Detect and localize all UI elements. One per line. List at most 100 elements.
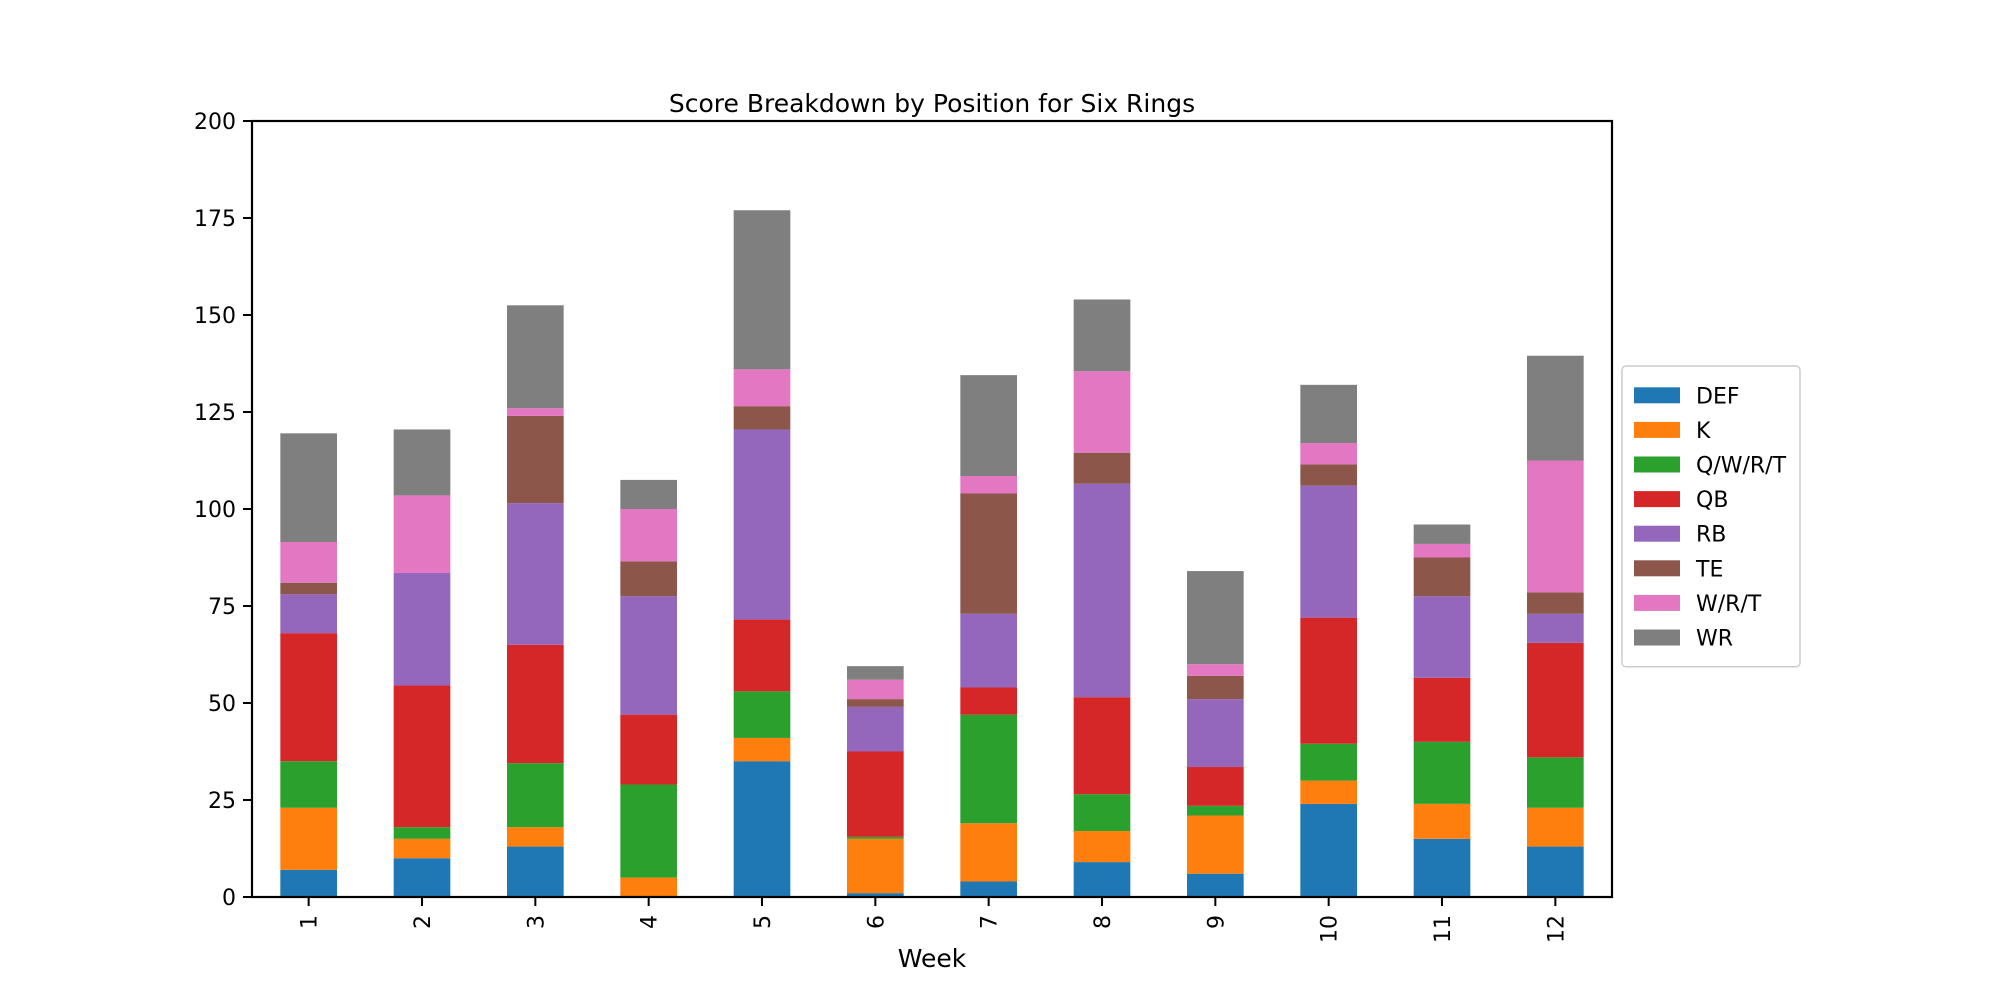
bar-week-7-rb (960, 613, 1017, 688)
bar-week-8-rb (1073, 483, 1131, 698)
bar-week-12-w-r-t (1527, 460, 1584, 593)
legend-label: W/R/T (1696, 592, 1762, 617)
bar-week-12-rb (1527, 613, 1584, 643)
legend-swatch (1634, 594, 1680, 611)
bar-week-11-te (1413, 557, 1471, 597)
bar-week-7-q-w-r-t (960, 714, 1017, 824)
x-tick-label: 6 (864, 915, 889, 929)
bar-week-2-w-r-t (393, 495, 451, 574)
bar-week-4-w-r-t (620, 509, 677, 562)
bar-week-10-qb (1300, 617, 1357, 744)
bar-week-10-def (1300, 803, 1357, 897)
x-tick-label: 4 (638, 915, 663, 929)
bar-week-5-q-w-r-t (733, 691, 791, 738)
bar-week-4-q-w-r-t (620, 784, 677, 878)
bar-week-7-te (960, 493, 1017, 614)
bar-week-3-rb (507, 503, 564, 645)
bar-week-6-q-w-r-t (847, 836, 904, 839)
bar-week-2-qb (393, 685, 451, 828)
bar-week-9-wr (1187, 571, 1244, 665)
legend-label: WR (1696, 627, 1733, 652)
bar-week-6-rb (847, 706, 904, 752)
bar-week-4-wr (620, 479, 677, 509)
y-tick-label: 25 (208, 789, 236, 814)
legend-frame (1621, 365, 1801, 668)
x-tick-label: 11 (1431, 915, 1456, 943)
bar-week-11-wr (1413, 524, 1471, 544)
bar-week-8-wr (1073, 299, 1131, 372)
bar-week-10-k (1300, 780, 1357, 804)
x-tick-label: 2 (411, 915, 436, 929)
bar-week-1-te (280, 582, 337, 595)
legend-swatch (1634, 629, 1680, 646)
bars-layer (280, 210, 1584, 897)
bar-week-2-k (393, 838, 451, 859)
bar-week-3-w-r-t (507, 408, 564, 416)
y-tick-label: 0 (222, 886, 236, 911)
bar-week-6-wr (847, 666, 904, 680)
y-tick-label: 100 (194, 498, 236, 523)
bar-week-3-def (507, 846, 564, 897)
bar-week-5-te (733, 406, 791, 430)
legend-label: RB (1696, 523, 1726, 548)
bar-week-11-def (1413, 838, 1471, 897)
bar-week-7-k (960, 823, 1017, 882)
y-tick-label: 150 (194, 304, 236, 329)
x-tick-label: 7 (978, 915, 1003, 929)
legend-swatch (1634, 491, 1680, 508)
bar-week-2-wr (393, 429, 451, 496)
bar-week-10-rb (1300, 485, 1357, 618)
bar-week-6-qb (847, 751, 904, 837)
bar-week-9-k (1187, 815, 1244, 874)
bar-week-5-def (733, 761, 791, 897)
bar-week-6-w-r-t (847, 679, 904, 700)
bar-week-3-q-w-r-t (507, 763, 564, 828)
bar-week-5-wr (733, 210, 791, 370)
bar-week-10-wr (1300, 384, 1357, 444)
bar-week-5-k (733, 737, 791, 762)
bar-week-10-te (1300, 464, 1357, 486)
bar-week-8-qb (1073, 697, 1131, 795)
bar-week-4-te (620, 561, 677, 597)
bar-week-3-k (507, 827, 564, 847)
legend-swatch (1634, 387, 1680, 404)
legend-label: QB (1696, 488, 1728, 513)
bar-week-8-q-w-r-t (1073, 794, 1131, 832)
bar-week-1-qb (280, 633, 337, 762)
legend-label: K (1696, 419, 1711, 444)
bar-week-12-k (1527, 807, 1584, 847)
legend-swatch (1634, 525, 1680, 542)
bar-week-2-q-w-r-t (393, 827, 451, 839)
legend-swatch (1634, 560, 1680, 577)
bar-week-10-w-r-t (1300, 443, 1357, 465)
bar-week-12-q-w-r-t (1527, 757, 1584, 808)
x-axis-title: Week (898, 944, 967, 973)
bar-week-7-qb (960, 687, 1017, 715)
x-tick-label: 8 (1091, 915, 1116, 929)
bar-week-7-wr (960, 375, 1017, 477)
legend-label: TE (1695, 557, 1723, 582)
bar-week-6-def (847, 893, 904, 897)
bar-week-8-def (1073, 862, 1131, 897)
legend-label: Q/W/R/T (1696, 454, 1787, 479)
legend-label: DEF (1696, 384, 1740, 409)
bar-week-4-qb (620, 714, 677, 785)
bar-week-3-wr (507, 305, 564, 409)
y-tick-label: 125 (194, 401, 236, 426)
bar-week-10-q-w-r-t (1300, 743, 1357, 781)
bar-week-9-def (1187, 873, 1244, 897)
bar-week-5-rb (733, 429, 791, 620)
bar-week-7-def (960, 881, 1017, 897)
x-tick-label: 10 (1318, 915, 1343, 943)
bar-week-1-k (280, 807, 337, 870)
legend-swatch (1634, 456, 1680, 473)
bar-week-12-te (1527, 592, 1584, 614)
bar-week-3-te (507, 415, 564, 504)
bar-week-9-w-r-t (1187, 664, 1244, 676)
x-tick-label: 9 (1204, 915, 1229, 929)
bar-week-9-qb (1187, 767, 1244, 806)
bar-week-12-def (1527, 846, 1584, 897)
bar-week-9-rb (1187, 699, 1244, 768)
y-tick-label: 200 (194, 110, 236, 135)
